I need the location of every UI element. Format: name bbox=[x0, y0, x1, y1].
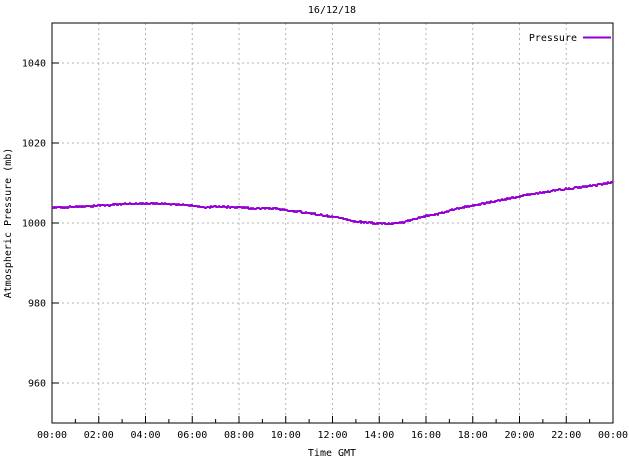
x-tick-label: 12:00 bbox=[317, 430, 347, 441]
x-axis-label: Time GMT bbox=[308, 448, 356, 459]
x-tick-label: 04:00 bbox=[130, 430, 160, 441]
y-tick-label: 980 bbox=[28, 299, 46, 310]
x-tick-label: 18:00 bbox=[458, 430, 488, 441]
x-tick-label: 20:00 bbox=[504, 430, 534, 441]
y-tick-label: 1000 bbox=[22, 219, 46, 230]
pressure-line-series bbox=[51, 180, 614, 225]
x-tick-label: 08:00 bbox=[224, 430, 254, 441]
x-tick-label: 16:00 bbox=[411, 430, 441, 441]
tick-labels: 00:00 02:00 04:00 06:00 08:00 10:00 12:00 14:00… bbox=[22, 59, 628, 442]
x-tick-label: 00:00 bbox=[598, 430, 628, 441]
y-tick-label: 960 bbox=[28, 379, 46, 390]
x-tick-label: 02:00 bbox=[84, 430, 114, 441]
y-axis-label: Atmospheric Pressure (mb) bbox=[3, 148, 14, 299]
grid-lines bbox=[51, 23, 614, 423]
x-tick-label: 00:00 bbox=[37, 430, 67, 441]
x-tick-label: 22:00 bbox=[551, 430, 581, 441]
legend-label: Pressure bbox=[529, 33, 577, 44]
x-tick-label: 14:00 bbox=[364, 430, 394, 441]
x-tick-label: 10:00 bbox=[271, 430, 301, 441]
x-tick-label: 06:00 bbox=[177, 430, 207, 441]
chart-title: 16/12/18 bbox=[308, 5, 356, 16]
plot-border bbox=[51, 22, 614, 424]
y-tick-label: 1020 bbox=[22, 139, 46, 150]
y-tick-label: 1040 bbox=[22, 59, 46, 70]
